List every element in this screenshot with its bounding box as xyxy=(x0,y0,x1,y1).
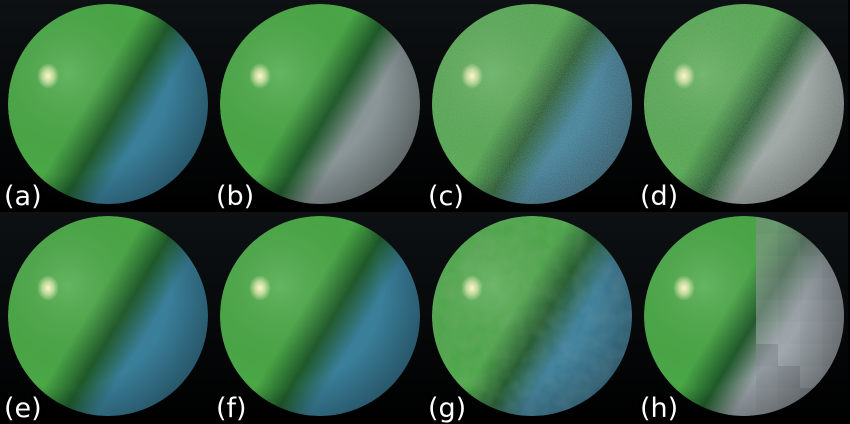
specular-highlight xyxy=(461,63,483,89)
specular-highlight xyxy=(249,275,271,301)
specular-highlight xyxy=(673,275,695,301)
panel-c: (c) xyxy=(424,0,636,212)
panel-f: (f) xyxy=(212,212,424,424)
specular-highlight xyxy=(673,63,695,89)
sphere-c xyxy=(424,0,636,212)
specular-highlight xyxy=(249,63,271,89)
panel-a: (a) xyxy=(0,0,212,212)
sphere-e xyxy=(0,212,212,424)
sphere-a xyxy=(0,0,212,212)
panel-e: (e) xyxy=(0,212,212,424)
panel-label-d: (d) xyxy=(639,181,679,212)
sphere-b xyxy=(212,0,424,212)
panel-g: (g) xyxy=(424,212,636,424)
specular-highlight xyxy=(461,275,483,301)
panel-label-g: (g) xyxy=(427,393,467,424)
sphere-h xyxy=(636,212,848,424)
panel-label-a: (a) xyxy=(4,181,43,212)
specular-highlight xyxy=(37,63,59,89)
panel-h: (h) xyxy=(636,212,848,424)
panel-label-h: (h) xyxy=(639,393,679,424)
sphere-d xyxy=(636,0,848,212)
panel-label-e: (e) xyxy=(4,393,43,424)
panel-label-c: (c) xyxy=(428,181,465,212)
specular-highlight xyxy=(37,275,59,301)
panel-label-b: (b) xyxy=(215,181,255,212)
panel-d: (d) xyxy=(636,0,848,212)
panel-label-f: (f) xyxy=(216,393,248,424)
panel-b: (b) xyxy=(212,0,424,212)
sphere-g xyxy=(424,212,636,424)
sphere-f xyxy=(212,212,424,424)
